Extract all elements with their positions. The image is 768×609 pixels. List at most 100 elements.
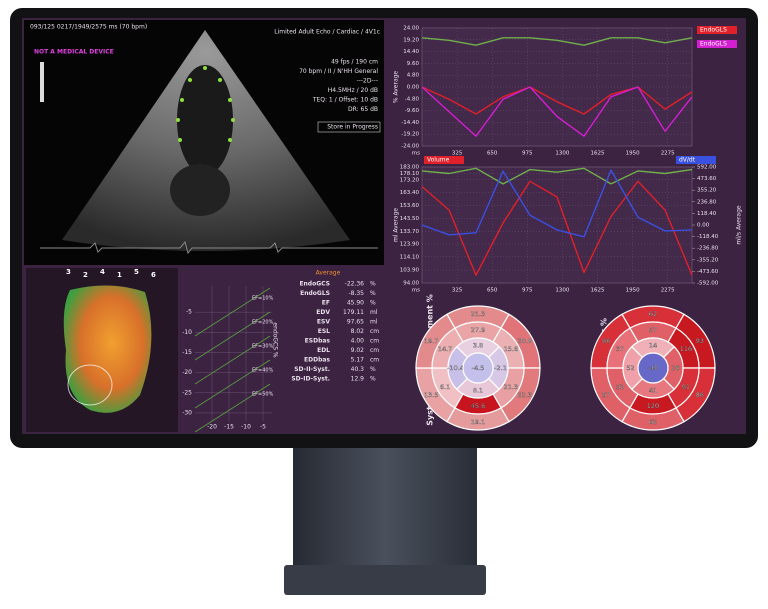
- us-param: TEQ: 1 / Offset: 10 dB: [312, 97, 378, 104]
- measure-name: EDV: [316, 309, 330, 316]
- ef-isoline: [194, 311, 271, 361]
- x-tick-label: 2275: [661, 151, 675, 157]
- y-tick-label: 4.80: [407, 73, 420, 79]
- measure-unit: %: [370, 281, 376, 288]
- legend-swatch: [697, 26, 737, 34]
- us-param: H4.5MHz / 20 dB: [328, 87, 378, 94]
- y-tick-label: 14.40: [403, 49, 419, 55]
- x-unit: ms: [412, 151, 420, 157]
- segment-value: -2.1: [494, 364, 507, 372]
- segment-value: -10.4: [447, 364, 464, 372]
- x-tick-label: 975: [522, 151, 533, 157]
- y-tick-label: 94.00: [403, 281, 419, 287]
- segment-value: 21.3: [504, 383, 518, 391]
- y-tick-label: 123.90: [400, 242, 420, 248]
- y-tick-label: 24.00: [403, 26, 419, 32]
- y2-tick-label: 118.40: [697, 211, 717, 217]
- ef-isoline: [194, 359, 271, 409]
- segment-value: 120: [647, 402, 659, 410]
- y-tick-label: 103.90: [400, 268, 420, 274]
- measure-name: ESL: [318, 328, 330, 335]
- segment-value: 22.3: [518, 391, 532, 399]
- segment-value: 19.7: [424, 337, 438, 345]
- legend-label: dV/dt: [679, 157, 696, 164]
- ef-label: EF=50%: [252, 392, 274, 398]
- measure-value: 9.02: [351, 347, 365, 354]
- segment-number: 5: [134, 268, 139, 276]
- series-line: [421, 169, 693, 238]
- ecg-trace: [40, 240, 378, 255]
- y2-tick-label: 355.20: [697, 188, 717, 194]
- us-header-right: Limited Adult Echo / Cardiac / 4V1c: [274, 29, 380, 36]
- x-tick-label: 650: [487, 288, 498, 294]
- segment-value: 3.8: [473, 342, 483, 350]
- y-axis-label: ml Average: [393, 208, 400, 242]
- measure-unit: cm: [370, 357, 379, 364]
- us-param: 70 bpm / II / N'HH General: [299, 68, 378, 75]
- y-tick-label: 19.20: [403, 37, 419, 43]
- heart-outline: [67, 364, 113, 406]
- legend-label: EndoGLS: [700, 41, 727, 48]
- segment-value: 13.5: [424, 391, 438, 399]
- y2-tick-label: 592.00: [697, 165, 717, 171]
- segment-value: 52: [616, 383, 624, 391]
- y-tick-label: 173.20: [400, 177, 420, 183]
- measure-name: EF: [322, 300, 330, 307]
- measure-value: 5.17: [351, 357, 365, 364]
- y2-tick-label: -236.80: [697, 246, 719, 252]
- x-tick-label: 1300: [555, 151, 569, 157]
- segment-value: 27.9: [471, 326, 485, 334]
- legend-swatch: [676, 156, 716, 164]
- ef-isoline: [194, 335, 271, 385]
- y2-tick-label: -592.00: [697, 281, 719, 287]
- measure-name: EndoGCS: [299, 281, 330, 288]
- measure-unit: %: [370, 366, 376, 373]
- x-tick-label: 1950: [626, 151, 640, 157]
- segment-value: 21.3: [471, 310, 485, 318]
- us-header-left: 093/125 0217/1949/2575 ms (70 bpm): [30, 24, 147, 31]
- legend-swatch: [424, 156, 464, 164]
- series-line: [421, 180, 693, 276]
- measure-name: ESV: [317, 319, 330, 326]
- y-axis-label: % Average: [393, 71, 400, 104]
- stand-neck: [293, 440, 477, 570]
- legend-label: Volume: [427, 157, 450, 164]
- segment-value: 66: [602, 337, 610, 345]
- measure-name: ESDbas: [305, 338, 331, 345]
- y2-tick-label: -355.20: [697, 257, 719, 263]
- segment-value: -40: [648, 364, 659, 372]
- segment-value: 57: [649, 326, 657, 334]
- measure-unit: cm: [370, 328, 379, 335]
- segment-value: 15.6: [504, 345, 518, 353]
- segment-value: 19.1: [471, 418, 485, 426]
- x-tick-label: 650: [487, 151, 498, 157]
- x-tick-label: 2275: [661, 288, 675, 294]
- stand-base: [284, 565, 486, 595]
- y-tick-label: 163.40: [400, 190, 420, 196]
- y2-tick-label: -473.60: [697, 269, 719, 275]
- measure-unit: ml: [370, 309, 378, 316]
- segment-value: 8.1: [473, 387, 483, 395]
- measure-name: EndoGLS: [300, 290, 330, 297]
- segment-value: 26: [671, 364, 679, 372]
- y-tick-label: 0.00: [407, 85, 420, 91]
- segment-value: 6.1: [440, 383, 450, 391]
- ef-label: EF=10%: [252, 296, 274, 302]
- measure-name: SD-ID-Syst.: [291, 376, 330, 383]
- segment-value: 14: [649, 342, 657, 350]
- y-tick-label: 153.60: [400, 203, 420, 209]
- bullseye-apex: [462, 352, 494, 384]
- legend-swatch: [697, 40, 737, 48]
- segment-value: 52: [626, 364, 634, 372]
- segment-number: 2: [83, 271, 88, 279]
- y-tick-label: 114.10: [400, 254, 420, 260]
- y2-axis-label: ml/s Average: [736, 205, 743, 245]
- x-tick-label: -5: [260, 424, 266, 431]
- measurements-panel: [282, 268, 384, 432]
- measure-value: -22.36: [345, 281, 365, 288]
- us-param: 49 fps / 190 cm: [331, 59, 378, 66]
- measure-unit: cm: [370, 347, 379, 354]
- y-tick-label: -9.60: [405, 108, 420, 114]
- measurements-heading: Average: [316, 270, 341, 277]
- warning: NOT A MEDICAL DEVICE: [34, 49, 114, 56]
